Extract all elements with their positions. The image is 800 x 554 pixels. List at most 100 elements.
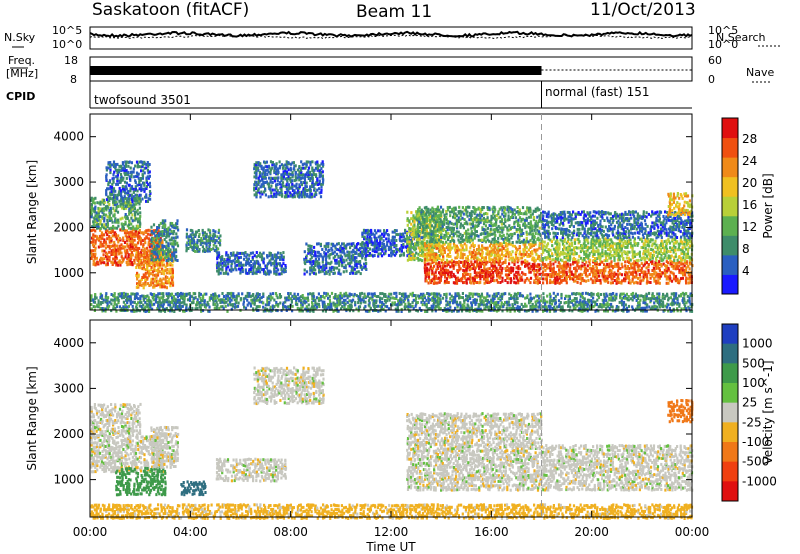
colorbar-swatch-0-7 (722, 137, 738, 158)
colorbar-tick-1-4: -25 (742, 415, 762, 429)
cpid-mode-1: twofsound 3501 (94, 93, 191, 107)
ytick-label-0-3: 4000 (53, 130, 84, 144)
colorbar-swatch-1-8 (722, 481, 738, 502)
xtick-label-0: 00:00 (73, 525, 108, 539)
nave-label: Nave (746, 66, 775, 79)
ytick-label-1-1: 2000 (53, 427, 84, 441)
colorbar-label-1: Velocity [m s^-1] (761, 360, 775, 464)
beam-title: Beam 11 (356, 2, 433, 22)
ylabel-1: Slant Range [km] (25, 366, 39, 470)
data-region-1-7 (406, 412, 543, 492)
data-region-1-5 (215, 457, 288, 483)
colorbar-tick-0-5: 24 (742, 154, 757, 168)
colorbar-swatch-0-1 (722, 254, 738, 275)
colorbar-tick-1-7: -1000 (742, 474, 777, 488)
xtick-label-2: 08:00 (273, 525, 308, 539)
colorbar-tick-1-0: 1000 (742, 337, 773, 351)
data-region-0-5 (185, 228, 222, 253)
noise-panel-frame (89, 26, 693, 50)
colorbar-tick-1-6: -500 (742, 455, 769, 469)
colorbar-swatch-1-5 (722, 422, 738, 443)
colorbar-swatch-1-3 (722, 383, 738, 404)
freq-label: Freq. (8, 54, 36, 67)
data-region-0-15 (541, 237, 694, 263)
data-region-0-3 (105, 160, 152, 203)
colorbar-tick-1-3: 25 (742, 396, 757, 410)
data-region-1-3 (150, 425, 180, 469)
colorbar-tick-0-6: 28 (742, 132, 757, 146)
data-region-0-17 (667, 192, 694, 217)
data-region-0-8 (303, 241, 368, 276)
colorbar-tick-0-0: 4 (742, 264, 750, 278)
colorbar-tick-1-1: 500 (742, 356, 765, 370)
ytick-label-1-0: 1000 (53, 473, 84, 487)
data-region-0-1 (90, 196, 142, 231)
colorbar-swatch-0-6 (722, 157, 738, 178)
freq-tick-bottom: 8 (70, 73, 77, 86)
data-region-1-9 (667, 399, 694, 424)
colorbar-tick-1-5: -100 (742, 435, 769, 449)
colorbar-swatch-0-5 (722, 176, 738, 197)
data-region-0-14 (541, 260, 694, 285)
nave-tick-bottom: 0 (708, 73, 715, 86)
colorbar-tick-1-2: 100 (742, 376, 765, 390)
xtick-label-5: 20:00 (574, 525, 609, 539)
data-region-0-4 (150, 219, 180, 263)
colorbar-tick-0-1: 8 (742, 242, 750, 256)
ytick-label-0-0: 1000 (53, 266, 84, 280)
cpid-mode-2: normal (fast) 151 (545, 85, 650, 99)
colorbar-swatch-1-4 (722, 402, 738, 423)
colorbar-tick-0-2: 12 (742, 220, 757, 234)
xtick-label-3: 12:00 (374, 525, 409, 539)
data-region-0-16 (541, 210, 694, 240)
colorbar-swatch-1-2 (722, 363, 738, 384)
colorbar-label-0: Power [dB] (761, 173, 775, 238)
freq-tick-top: 18 (64, 54, 78, 67)
ytick-label-0-2: 3000 (53, 175, 84, 189)
colorbar-swatch-1-0 (722, 324, 738, 345)
xlabel: Time UT (365, 540, 416, 554)
station-title: Saskatoon (fitACF) (92, 0, 250, 20)
noise-tick-bottom-left: 10^0 (52, 38, 83, 51)
data-region-1-1 (90, 402, 142, 437)
colorbar-swatch-0-2 (722, 235, 738, 256)
freq-panel-frame (89, 56, 693, 82)
colorbar-tick-0-4: 20 (742, 176, 757, 190)
data-region-0-6 (215, 251, 287, 276)
colorbar-tick-0-3: 16 (742, 198, 757, 212)
date-title: 11/Oct/2013 (590, 0, 696, 20)
colorbar-swatch-0-8 (722, 118, 738, 139)
noise-tick-top-left: 10^5 (52, 24, 83, 37)
xtick-label-4: 16:00 (474, 525, 509, 539)
colorbar-swatch-0-3 (722, 215, 738, 236)
colorbar-swatch-1-1 (722, 343, 738, 364)
nsky-trace (89, 30, 693, 38)
data-region-0-12 (423, 241, 543, 263)
colorbar-frame-1 (721, 323, 739, 502)
xtick-label-1: 04:00 (173, 525, 208, 539)
data-region-0-11 (423, 260, 543, 285)
nsky-label: N.Sky (4, 31, 36, 44)
colorbar-swatch-0-4 (722, 196, 738, 217)
data-region-1-2 (115, 466, 167, 497)
data-region-0-18 (90, 291, 694, 313)
nsearch-label: N.Search (716, 31, 766, 44)
xtick-label-6: 00:00 (675, 525, 710, 539)
data-region-1-10 (90, 503, 694, 520)
ytick-label-1-3: 4000 (53, 336, 84, 350)
colorbar-swatch-0-0 (722, 274, 738, 295)
rti-panel-frame-1 (89, 319, 693, 518)
nave-tick-top: 60 (708, 54, 722, 67)
freq-trace (90, 66, 542, 75)
data-region-1-6 (253, 366, 325, 406)
data-region-1-8 (541, 444, 694, 492)
noise-tick-top-right: 10^5 (708, 24, 739, 37)
nsearch-trace (89, 34, 693, 40)
colorbar-frame-0 (721, 117, 739, 295)
data-region-1-4 (180, 480, 207, 497)
freq-unit-label: [MHz] (6, 67, 39, 80)
data-region-0-13 (416, 205, 543, 244)
colorbar-swatch-1-6 (722, 442, 738, 463)
colorbar-swatch-1-7 (722, 461, 738, 482)
